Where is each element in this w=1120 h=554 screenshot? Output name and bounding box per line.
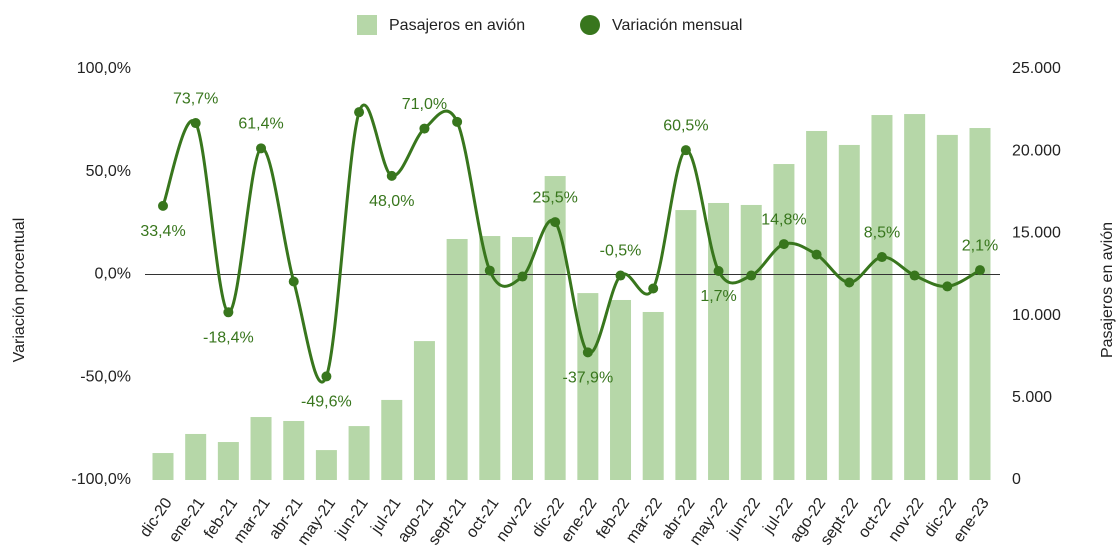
- y-tick-label: 50,0%: [86, 163, 131, 180]
- legend-swatch: [580, 15, 600, 35]
- y-tick-label: 0,0%: [95, 266, 131, 283]
- point: [876, 252, 887, 263]
- y2-tick-label: 25.000: [1012, 60, 1061, 77]
- data-label: -0,5%: [600, 243, 642, 260]
- point: [582, 347, 593, 358]
- data-label: 14,8%: [761, 211, 806, 228]
- data-label: 61,4%: [238, 116, 283, 133]
- x-tick-label: nov-22: [493, 495, 535, 545]
- data-label: -49,6%: [301, 394, 352, 411]
- point: [680, 145, 691, 156]
- point: [158, 200, 168, 211]
- legend-label: Variación mensual: [612, 17, 742, 34]
- legend-label: Pasajeros en avión: [389, 17, 525, 34]
- point: [713, 266, 724, 277]
- data-label: 1,7%: [700, 288, 736, 305]
- bar: [838, 144, 860, 480]
- bar: [446, 238, 468, 480]
- point: [550, 217, 561, 228]
- data-label: 2,1%: [962, 237, 998, 254]
- point: [811, 249, 822, 260]
- y2-tick-label: 20.000: [1012, 142, 1061, 159]
- data-label: -18,4%: [203, 330, 254, 347]
- y-axis-title: Variación porcentual: [11, 218, 28, 363]
- bar: [511, 237, 533, 480]
- bar: [708, 202, 730, 480]
- y-tick-label: -50,0%: [80, 368, 131, 385]
- point: [256, 143, 267, 154]
- data-label: 33,4%: [140, 223, 185, 240]
- bar: [969, 128, 991, 480]
- point: [190, 118, 201, 129]
- x-tick-label: jun-21: [332, 495, 372, 542]
- point: [778, 239, 789, 250]
- y2-tick-label: 10.000: [1012, 307, 1061, 324]
- y-tick-label: -100,0%: [71, 471, 131, 488]
- data-label: 71,0%: [402, 96, 447, 113]
- bar: [806, 130, 828, 480]
- bar: [544, 176, 566, 480]
- legend-swatch: [357, 15, 377, 35]
- point: [942, 281, 953, 292]
- x-tick-label: jun-22: [724, 495, 764, 542]
- bar: [413, 341, 435, 480]
- y2-tick-label: 0: [1012, 471, 1021, 488]
- point: [419, 123, 430, 134]
- data-label: 60,5%: [663, 117, 708, 134]
- bar: [348, 426, 370, 480]
- point: [648, 283, 659, 294]
- bar: [740, 204, 762, 480]
- data-label: 73,7%: [173, 90, 218, 107]
- point: [452, 116, 463, 127]
- bar: [185, 433, 207, 480]
- data-label: 48,0%: [369, 193, 414, 210]
- point: [844, 277, 855, 288]
- bar: [479, 236, 501, 480]
- point: [288, 276, 299, 287]
- y2-tick-label: 5.000: [1012, 389, 1052, 406]
- bar: [642, 311, 664, 480]
- point: [484, 265, 495, 276]
- bar: [250, 417, 272, 480]
- point: [321, 371, 332, 382]
- y2-tick-label: 15.000: [1012, 225, 1061, 242]
- bar: [283, 420, 305, 480]
- bar: [217, 442, 239, 480]
- point: [746, 270, 757, 281]
- bar: [610, 299, 632, 480]
- x-tick-label: nov-22: [885, 495, 927, 545]
- y-tick-label: 100,0%: [77, 60, 131, 77]
- point: [909, 270, 920, 281]
- bar: [315, 450, 337, 480]
- point: [975, 265, 985, 276]
- data-label: -37,9%: [562, 370, 613, 387]
- point: [517, 271, 528, 282]
- bar: [675, 210, 697, 480]
- y2-axis-title: Pasajeros en avión: [1099, 222, 1116, 358]
- point: [386, 170, 397, 181]
- bar: [152, 453, 174, 480]
- bar: [871, 115, 893, 481]
- data-label: 25,5%: [532, 189, 577, 206]
- point: [223, 307, 234, 318]
- data-label: 8,5%: [864, 224, 900, 241]
- point: [615, 270, 626, 281]
- bar: [936, 134, 958, 481]
- bar: [381, 399, 403, 480]
- bar: [904, 114, 926, 481]
- point: [354, 107, 365, 118]
